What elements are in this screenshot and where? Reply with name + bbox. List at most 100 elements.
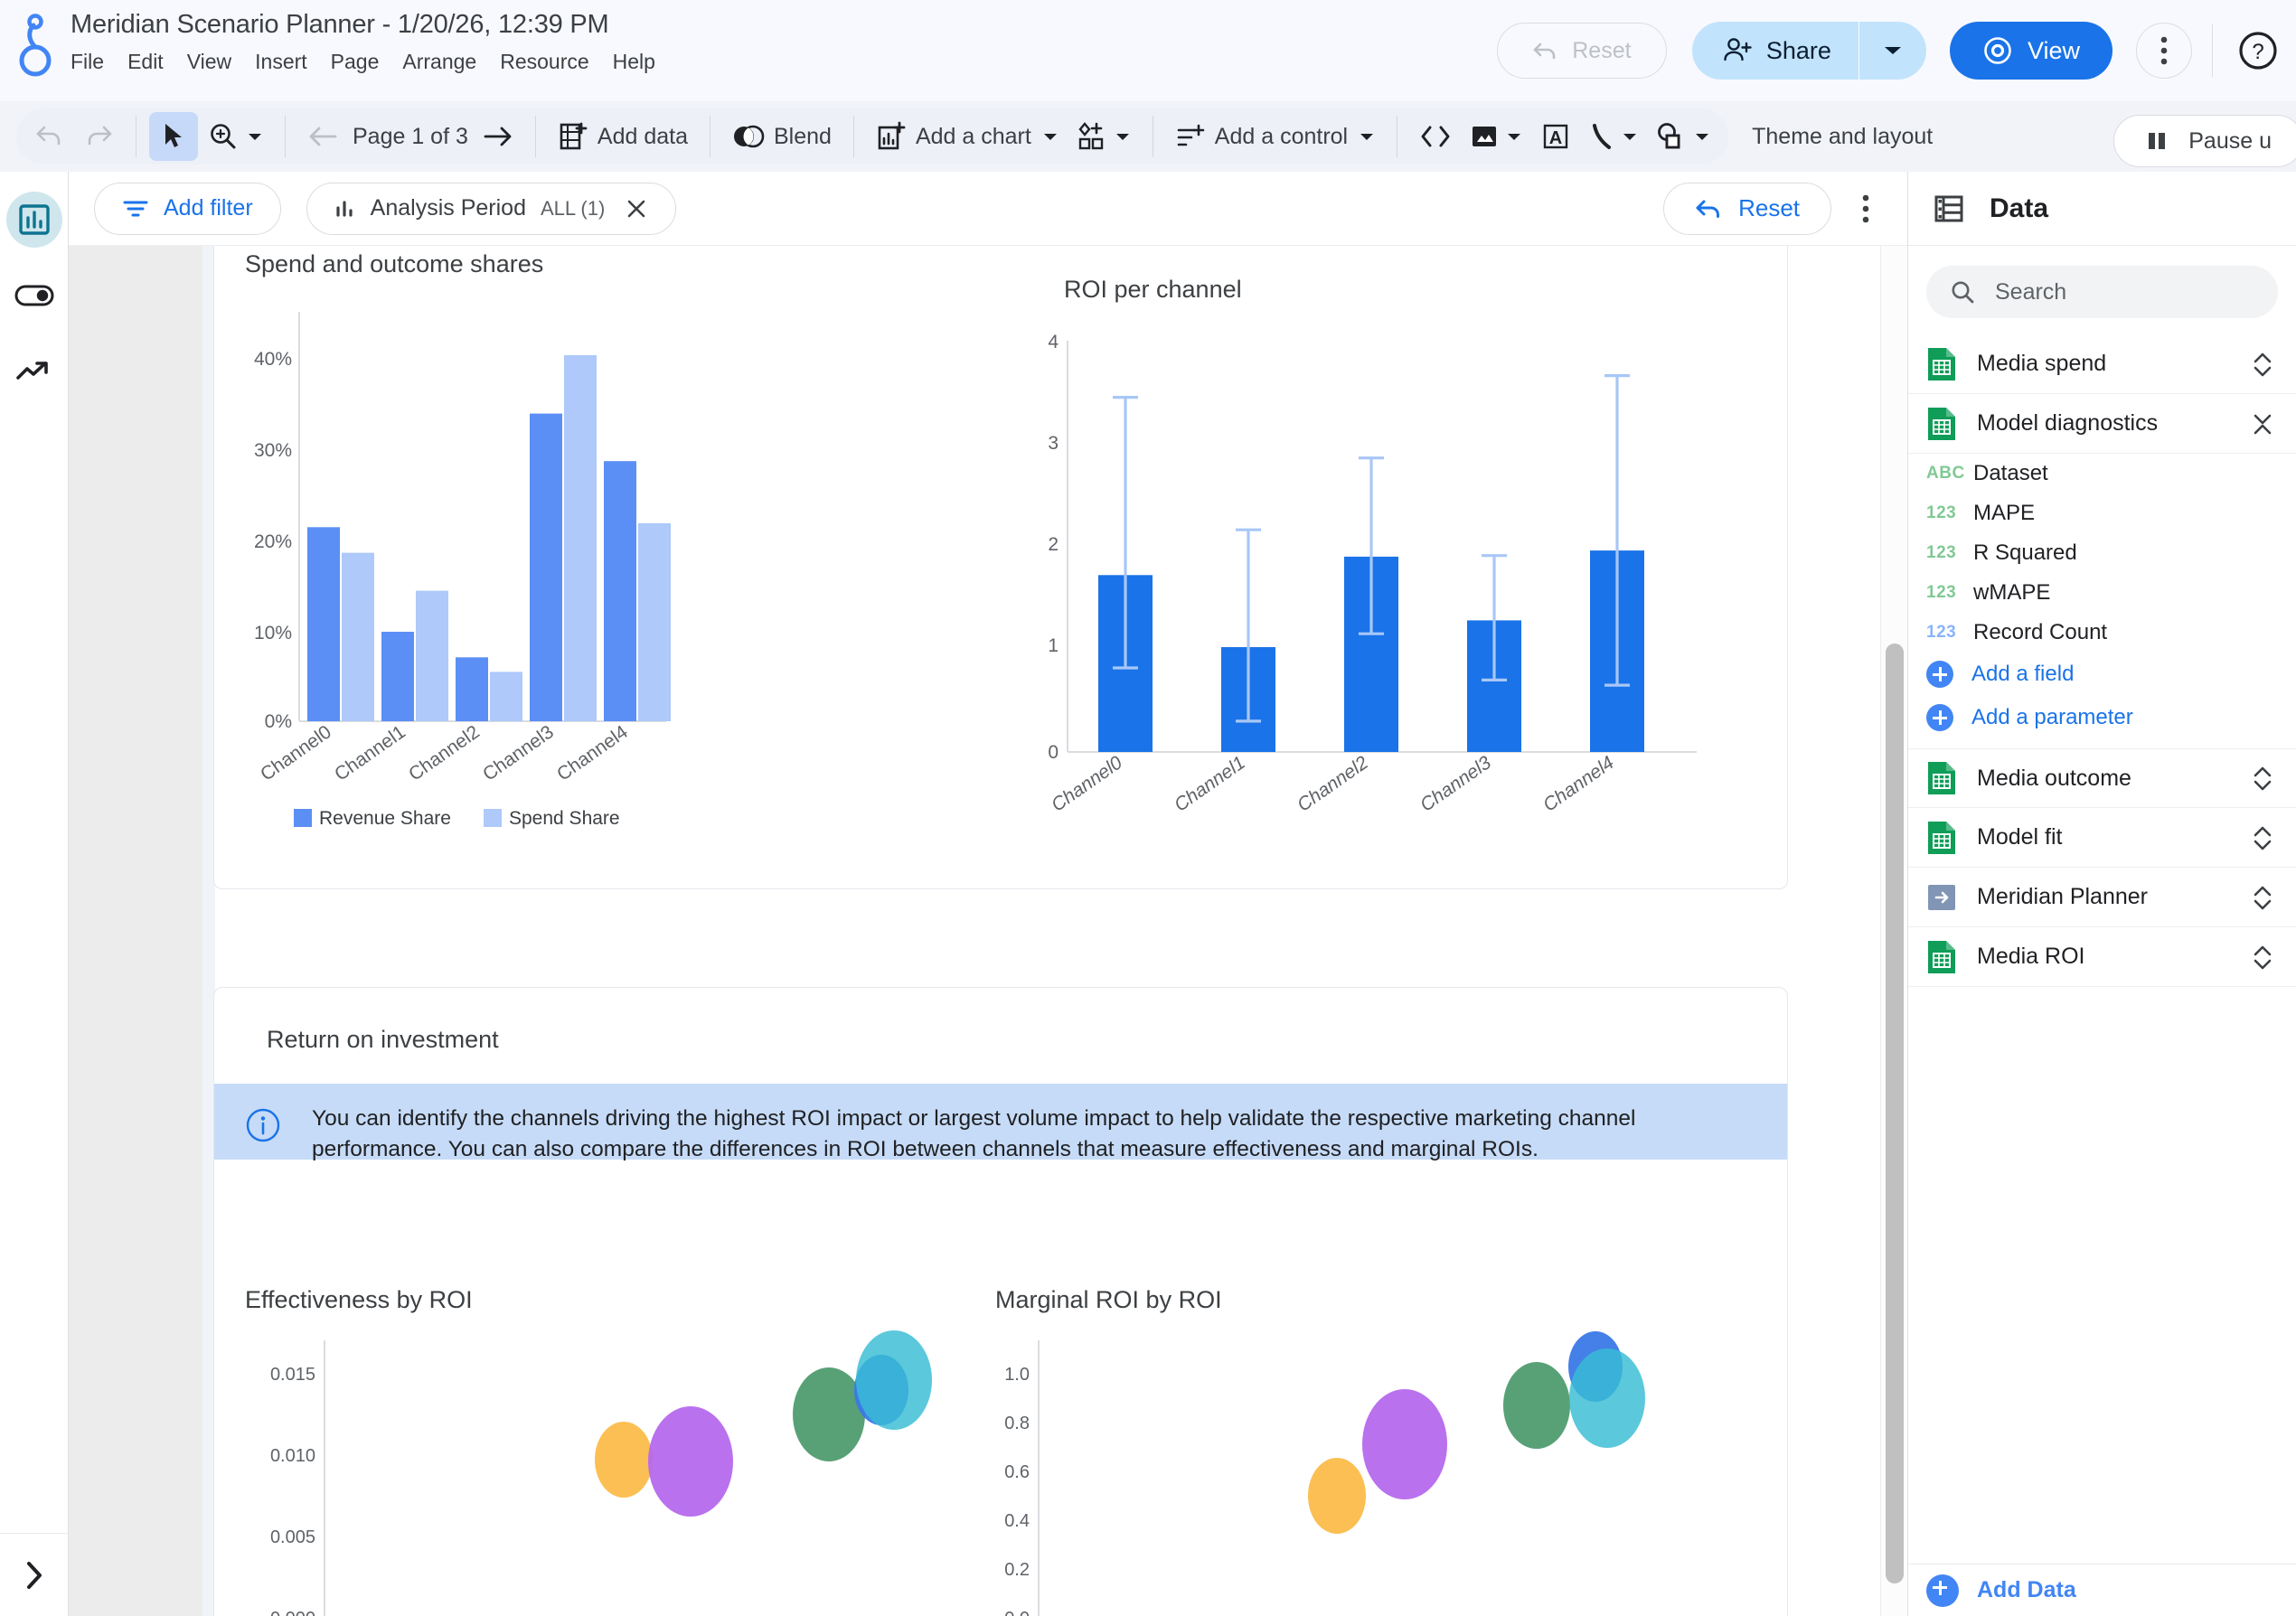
community-visualization-button[interactable]: [1068, 112, 1140, 161]
add-control-label: Add a control: [1214, 123, 1349, 149]
add-filter-button[interactable]: Add filter: [94, 182, 281, 235]
add-data-button[interactable]: Add data: [549, 112, 697, 161]
add-a-parameter-label: Add a parameter: [1971, 705, 2133, 729]
page-indicator[interactable]: Page 1 of 3: [353, 123, 468, 149]
community-viz-caret-icon[interactable]: [1115, 131, 1131, 142]
share-button[interactable]: Share: [1691, 22, 1926, 80]
menu-item-view[interactable]: View: [186, 50, 232, 73]
chevron-updown-icon[interactable]: [2249, 822, 2276, 853]
shape-caret-icon[interactable]: [1694, 131, 1710, 142]
menu-item-help[interactable]: Help: [612, 50, 655, 73]
insert-image-button[interactable]: [1461, 112, 1531, 161]
menu-item-file[interactable]: File: [71, 50, 105, 73]
document-title[interactable]: Meridian Scenario Planner - 1/20/26, 12:…: [71, 10, 609, 39]
chart-spend-and-outcome-shares[interactable]: Spend and outcome shares 40% 30% 20% 10%…: [241, 249, 965, 872]
svg-text:0.0: 0.0: [1004, 1609, 1030, 1616]
expand-sidebar-button[interactable]: [0, 1533, 69, 1616]
more-options-button-header[interactable]: [2136, 23, 2192, 79]
redo-button[interactable]: [74, 112, 123, 161]
data-panel-search[interactable]: [1926, 266, 2278, 318]
add-control-caret-icon[interactable]: [1359, 131, 1375, 142]
svg-text:0.015: 0.015: [270, 1365, 315, 1385]
canvas-scrollbar-thumb[interactable]: [1886, 644, 1904, 1583]
theme-and-layout-button[interactable]: Theme and layout: [1752, 123, 1934, 149]
next-page-button[interactable]: [474, 112, 522, 161]
field-mape[interactable]: 123 MAPE: [1908, 493, 2296, 533]
blend-button[interactable]: Blend: [723, 112, 841, 161]
menu-item-insert[interactable]: Insert: [255, 50, 307, 73]
pause-updates-button[interactable]: Pause u: [2113, 115, 2296, 167]
data-list-icon: [1932, 192, 1966, 226]
chart-roi-per-channel[interactable]: ROI per channel 4 3 2 1 0: [1010, 276, 1751, 854]
data-source-media-roi[interactable]: Media ROI: [1908, 927, 2296, 987]
data-source-name: Media outcome: [1977, 765, 2131, 791]
chart-marginal-roi-by-roi[interactable]: Marginal ROI by ROI 1.0 0.8 0.6 0.4 0.2 …: [992, 1286, 1715, 1616]
blend-label: Blend: [773, 123, 832, 149]
data-source-media-spend[interactable]: Media spend: [1908, 334, 2296, 394]
plus-circle-icon: [1926, 1574, 1959, 1607]
chevron-updown-icon[interactable]: [2249, 763, 2276, 794]
add-a-parameter-button[interactable]: Add a parameter: [1908, 696, 2296, 739]
field-dataset[interactable]: ABC Dataset: [1908, 454, 2296, 493]
line-caret-icon[interactable]: [1622, 131, 1638, 142]
insert-line-button[interactable]: [1580, 112, 1647, 161]
share-dropdown-button[interactable]: [1859, 22, 1926, 80]
filter-control-analysis-period[interactable]: Analysis Period ALL (1): [306, 182, 677, 235]
add-chart-button[interactable]: Add a chart: [867, 112, 1068, 161]
data-source-model-diagnostics[interactable]: Model diagnostics: [1908, 394, 2296, 454]
search-input[interactable]: [1993, 277, 2228, 306]
chart-effectiveness-by-roi[interactable]: Effectiveness by ROI 0.015 0.010 0.005 0…: [241, 1286, 965, 1616]
kebab-menu-icon: [1861, 193, 1870, 224]
chevron-right-icon: [24, 1560, 45, 1591]
data-source-model-fit[interactable]: Model fit: [1908, 808, 2296, 868]
svg-text:0.000: 0.000: [270, 1609, 315, 1616]
chevron-updown-icon[interactable]: [2249, 942, 2276, 972]
embed-code-button[interactable]: [1410, 112, 1461, 161]
report-canvas[interactable]: Spend and outcome shares 40% 30% 20% 10%…: [69, 246, 1907, 1616]
menu-item-page[interactable]: Page: [330, 50, 380, 73]
sidebar-item-toggle[interactable]: [6, 268, 62, 324]
sidebar-item-trending[interactable]: [6, 343, 62, 399]
menu-item-arrange[interactable]: Arrange: [402, 50, 477, 73]
chevron-updown-icon[interactable]: [2249, 882, 2276, 913]
sidebar-item-charts[interactable]: [5, 192, 62, 248]
reset-filters-button[interactable]: Reset: [1663, 182, 1831, 235]
image-caret-icon[interactable]: [1506, 131, 1522, 142]
svg-text:0.6: 0.6: [1004, 1462, 1030, 1482]
data-source-media-outcome[interactable]: Media outcome: [1908, 748, 2296, 808]
insert-text-button[interactable]: A: [1531, 112, 1580, 161]
reset-button-header[interactable]: Reset: [1496, 23, 1667, 79]
close-x-icon[interactable]: [625, 197, 648, 221]
add-a-field-button[interactable]: Add a field: [1908, 653, 2296, 696]
add-data-footer-button[interactable]: Add Data: [1908, 1564, 2296, 1616]
field-record-count[interactable]: 123 Record Count: [1908, 613, 2296, 653]
data-source-name: Meridian Planner: [1977, 884, 2148, 909]
field-type-number-icon: 123: [1926, 583, 1957, 602]
menu-item-resource[interactable]: Resource: [500, 50, 589, 73]
field-r-squared[interactable]: 123 R Squared: [1908, 533, 2296, 573]
svg-text:0%: 0%: [265, 711, 292, 732]
filter-bar-more-button[interactable]: [1840, 183, 1891, 234]
undo-button[interactable]: [25, 112, 74, 161]
zoom-dropdown-caret-icon[interactable]: [247, 131, 263, 142]
insert-shape-button[interactable]: [1647, 112, 1719, 161]
chevron-collapse-icon[interactable]: [2249, 409, 2276, 439]
view-button[interactable]: View: [1949, 22, 2113, 80]
previous-page-button[interactable]: [298, 112, 347, 161]
add-control-button[interactable]: Add a control: [1166, 112, 1384, 161]
svg-text:Channel2: Channel2: [1294, 752, 1372, 816]
select-tool-button[interactable]: [149, 112, 198, 161]
help-button[interactable]: ?: [2233, 25, 2283, 76]
data-panel-title: Data: [1990, 193, 2049, 223]
field-name: MAPE: [1973, 501, 2036, 525]
data-source-name: Model fit: [1977, 824, 2063, 850]
person-add-icon: [1723, 36, 1754, 65]
menu-item-edit[interactable]: Edit: [127, 50, 164, 73]
chart-title: ROI per channel: [1064, 276, 1242, 303]
add-chart-caret-icon[interactable]: [1042, 131, 1059, 142]
svg-text:0.8: 0.8: [1004, 1414, 1030, 1433]
chevron-updown-icon[interactable]: [2249, 349, 2276, 380]
data-source-meridian-planner[interactable]: Meridian Planner: [1908, 868, 2296, 927]
field-wmape[interactable]: 123 wMAPE: [1908, 573, 2296, 613]
zoom-tool-button[interactable]: [198, 112, 272, 161]
